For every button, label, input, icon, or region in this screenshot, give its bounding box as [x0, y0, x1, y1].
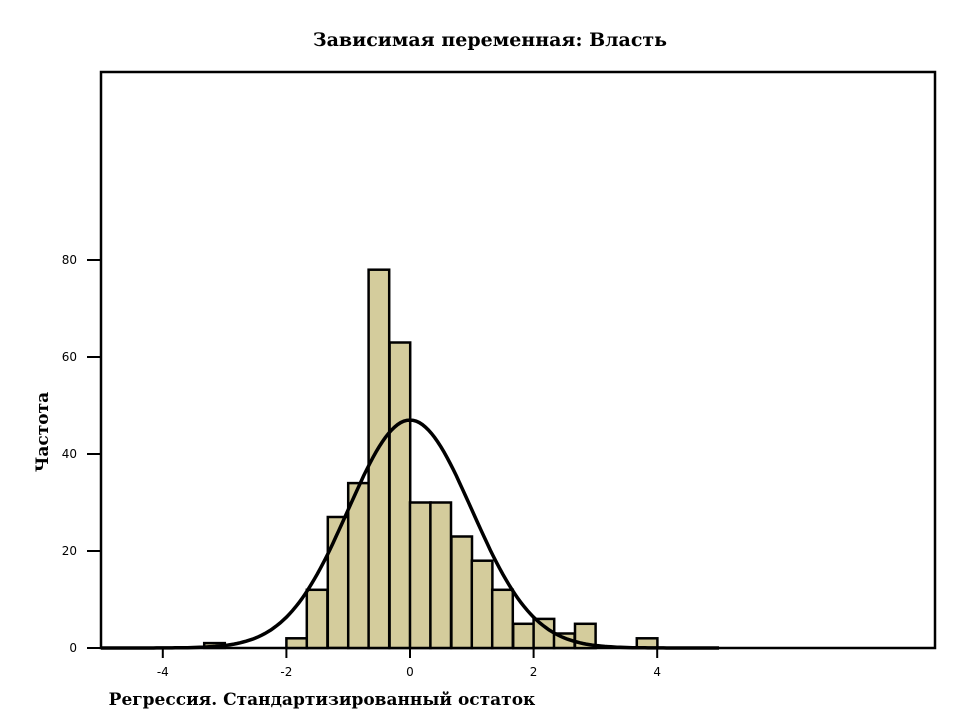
x-tick-label: 2	[530, 665, 538, 679]
histogram-bar	[490, 588, 515, 650]
chart-title: Зависимая переменная: Власть	[313, 29, 667, 51]
histogram-bar	[408, 501, 432, 650]
histogram-bar	[326, 515, 350, 650]
histogram-bar	[346, 481, 371, 650]
x-tick-label: 0	[406, 665, 414, 679]
normal-curve	[101, 418, 719, 650]
x-axis: -4 -2 0 2 4	[157, 648, 661, 679]
histogram-bar	[511, 622, 536, 650]
y-tick-label: 60	[62, 350, 77, 364]
histogram-bar	[285, 637, 309, 650]
histogram-bar	[429, 501, 453, 650]
y-tick-label: 20	[62, 544, 77, 558]
histogram-bar	[470, 559, 494, 650]
histogram-bar	[450, 535, 474, 650]
y-axis: 0 20 40 60 80	[62, 253, 101, 655]
plot-frame	[99, 70, 937, 650]
histogram-bar	[305, 588, 329, 650]
histogram-bar	[532, 617, 556, 650]
x-tick-label: -4	[157, 665, 169, 679]
y-tick-label: 40	[62, 447, 77, 461]
histogram-bar	[388, 341, 412, 650]
bars-group	[202, 268, 659, 650]
x-tick-label: 4	[653, 665, 661, 679]
y-tick-label: 80	[62, 253, 77, 267]
y-tick-label: 0	[69, 641, 77, 655]
x-tick-label: -2	[280, 665, 292, 679]
y-axis-label: Частота	[33, 392, 53, 472]
x-axis-label: Регрессия. Стандартизированный остаток	[109, 690, 536, 710]
